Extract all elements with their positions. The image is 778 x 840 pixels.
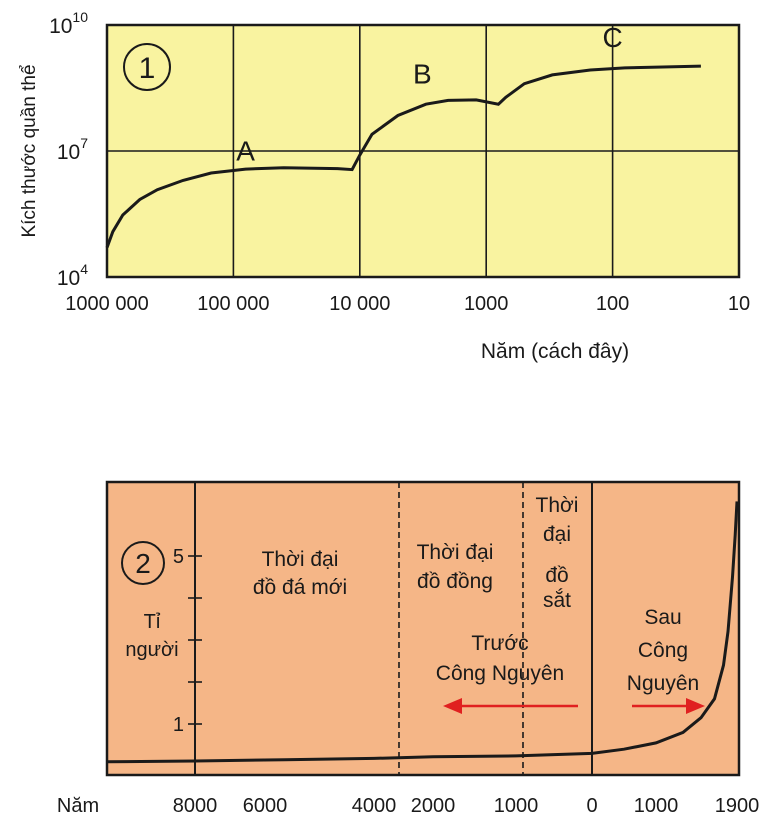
y-tick-label: 1010 — [49, 9, 88, 38]
ad-label-line2: Công — [638, 639, 688, 662]
ad-label-line1: Sau — [644, 606, 681, 629]
x-tick-label: 1000 — [464, 293, 509, 315]
era-neolithic-line2: đồ đá mới — [253, 576, 347, 599]
plot-area-2 — [105, 480, 741, 777]
panel-badge-1 — [123, 43, 171, 91]
curve-annotation: B — [413, 59, 432, 90]
y-tick-labels-1: 104 107 1010 — [49, 9, 88, 290]
bc-label-line2: Công Nguyên — [436, 662, 564, 685]
era-iron-line1: Thời — [536, 494, 579, 517]
era-bronze-line1: Thời đại — [417, 541, 494, 564]
era-iron-line2: đại — [543, 523, 571, 546]
era-bronze-line2: đồ đồng — [417, 570, 493, 593]
bc-arrow-head — [443, 698, 462, 714]
ad-label-line3: Nguyên — [627, 672, 699, 695]
y-tick-label: 1 — [173, 714, 184, 736]
annotations-1: A B C — [236, 22, 622, 166]
curve-annotation: A — [236, 135, 255, 166]
x-tick-label: 8000 — [173, 795, 218, 817]
era-iron-line4: sắt — [543, 589, 571, 612]
panel-number-1: 1 — [139, 52, 156, 85]
x-tick-label: 4000 — [352, 795, 397, 817]
y-ticks-2: 15 — [173, 546, 202, 736]
ad-arrow-head — [686, 698, 705, 714]
chart-panel-2: 15 8000 6000 4000 2000 1000 0 1000 1900 2 Tỉ ng… — [57, 480, 760, 817]
x-tick-label: 10 — [728, 293, 750, 315]
grid-1 — [107, 25, 739, 277]
x-tick-label: 100 000 — [197, 293, 269, 315]
x-axis-title-1: Năm (cách đây) — [481, 340, 629, 363]
x-tick-label: 10 000 — [329, 293, 390, 315]
x-axis-title-2: Năm — [57, 795, 99, 817]
x-tick-label: 1000 — [494, 795, 539, 817]
population-curve-1 — [105, 64, 701, 249]
y-axis-title-1: Kích thước quần thể — [19, 64, 40, 237]
x-tick-label: 1000 — [634, 795, 679, 817]
era-arrows — [443, 698, 705, 714]
y-axis-title-2-line2: người — [125, 639, 178, 661]
y-tick-label: 107 — [57, 135, 88, 164]
x-tick-labels-2: 8000 6000 4000 2000 1000 0 1000 1900 — [173, 795, 760, 817]
x-tick-label: 0 — [586, 795, 597, 817]
era-neolithic-line1: Thời đại — [262, 548, 339, 571]
x-tick-label: 100 — [596, 293, 629, 315]
panel-badge-2 — [121, 541, 165, 585]
x-tick-label: 1000 000 — [65, 293, 148, 315]
population-curve-2 — [106, 501, 739, 764]
chart-panel-1: ABC 1000 000 100 000 10 000 1000 100 10 10410… — [19, 9, 750, 363]
bc-label-line1: Trước — [471, 632, 528, 655]
x-tick-label: 1900 — [715, 795, 760, 817]
era-iron-line3: đồ — [545, 564, 568, 587]
y-tick-label: 5 — [173, 546, 184, 568]
x-tick-label: 6000 — [243, 795, 288, 817]
x-tick-labels-1: 1000 000 100 000 10 000 1000 100 10 — [65, 293, 750, 315]
y-tick-label: 104 — [57, 261, 88, 290]
y-axis-title-2-line1: Tỉ — [144, 611, 161, 633]
panel-number-2: 2 — [135, 548, 151, 579]
x-tick-label: 2000 — [411, 795, 456, 817]
curve-annotation: C — [602, 22, 622, 53]
